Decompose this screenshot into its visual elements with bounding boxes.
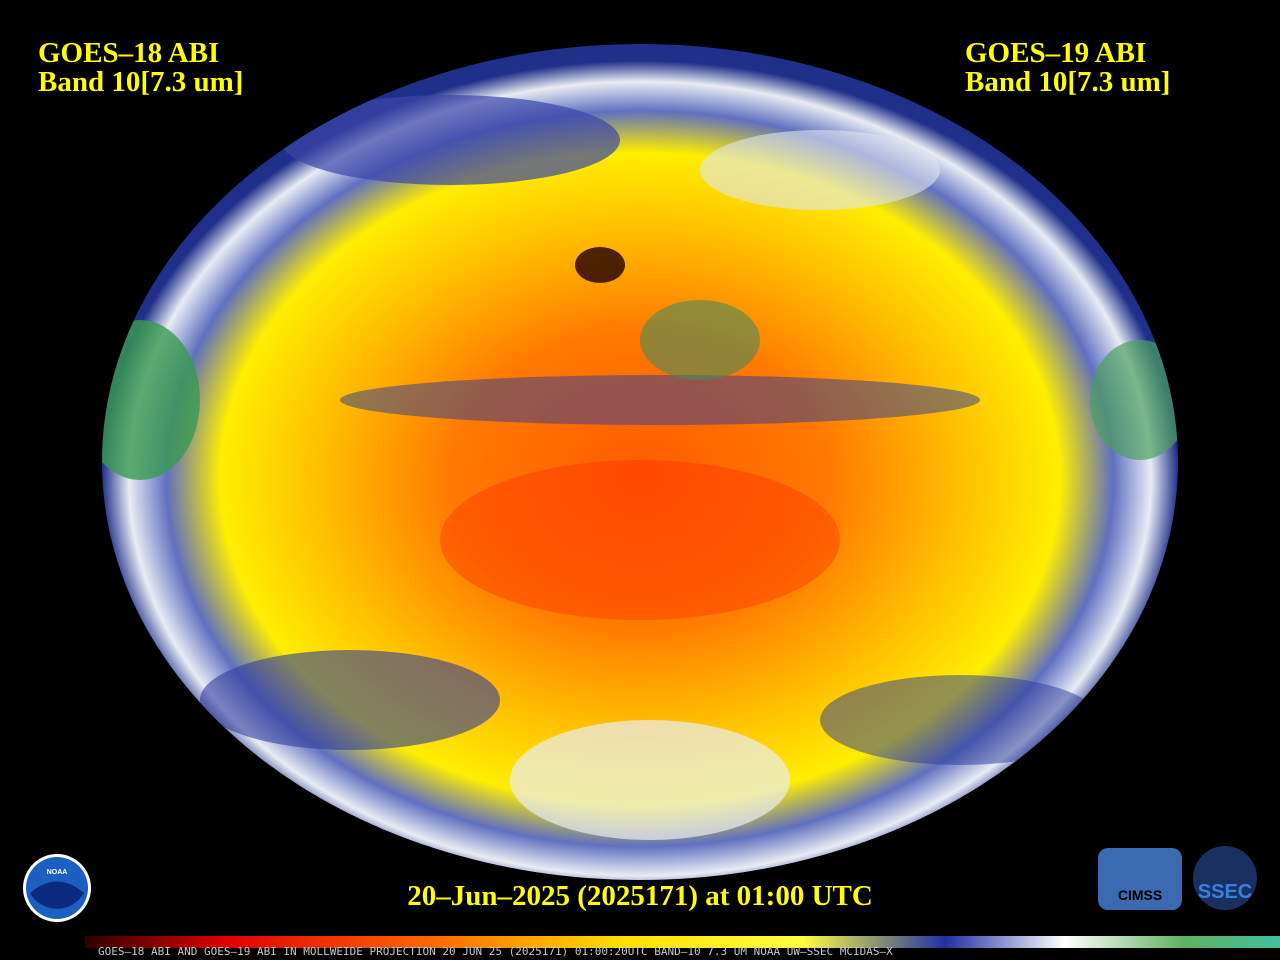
ssec-text: SSEC [1198, 881, 1252, 903]
cimss-text: CIMSS [1118, 887, 1162, 903]
right-satellite: GOES–19 ABI [965, 37, 1146, 69]
ssec-logo: SSEC [1193, 846, 1257, 910]
left-band: Band 10[7.3 um] [38, 66, 243, 98]
timestamp: 20–Jun–2025 (2025171) at 01:00 UTC [407, 880, 873, 912]
color-bar [85, 936, 1280, 948]
left-satellite: GOES–18 ABI [38, 37, 219, 69]
footer: GOES–18 ABI AND GOES–19 ABI IN MOLLWEIDE… [98, 945, 893, 958]
noaa-logo: NOAA [23, 854, 91, 922]
right-band: Band 10[7.3 um] [965, 66, 1170, 98]
noaa-text: NOAA [47, 869, 68, 876]
cimss-logo: CIMSS [1098, 848, 1182, 910]
